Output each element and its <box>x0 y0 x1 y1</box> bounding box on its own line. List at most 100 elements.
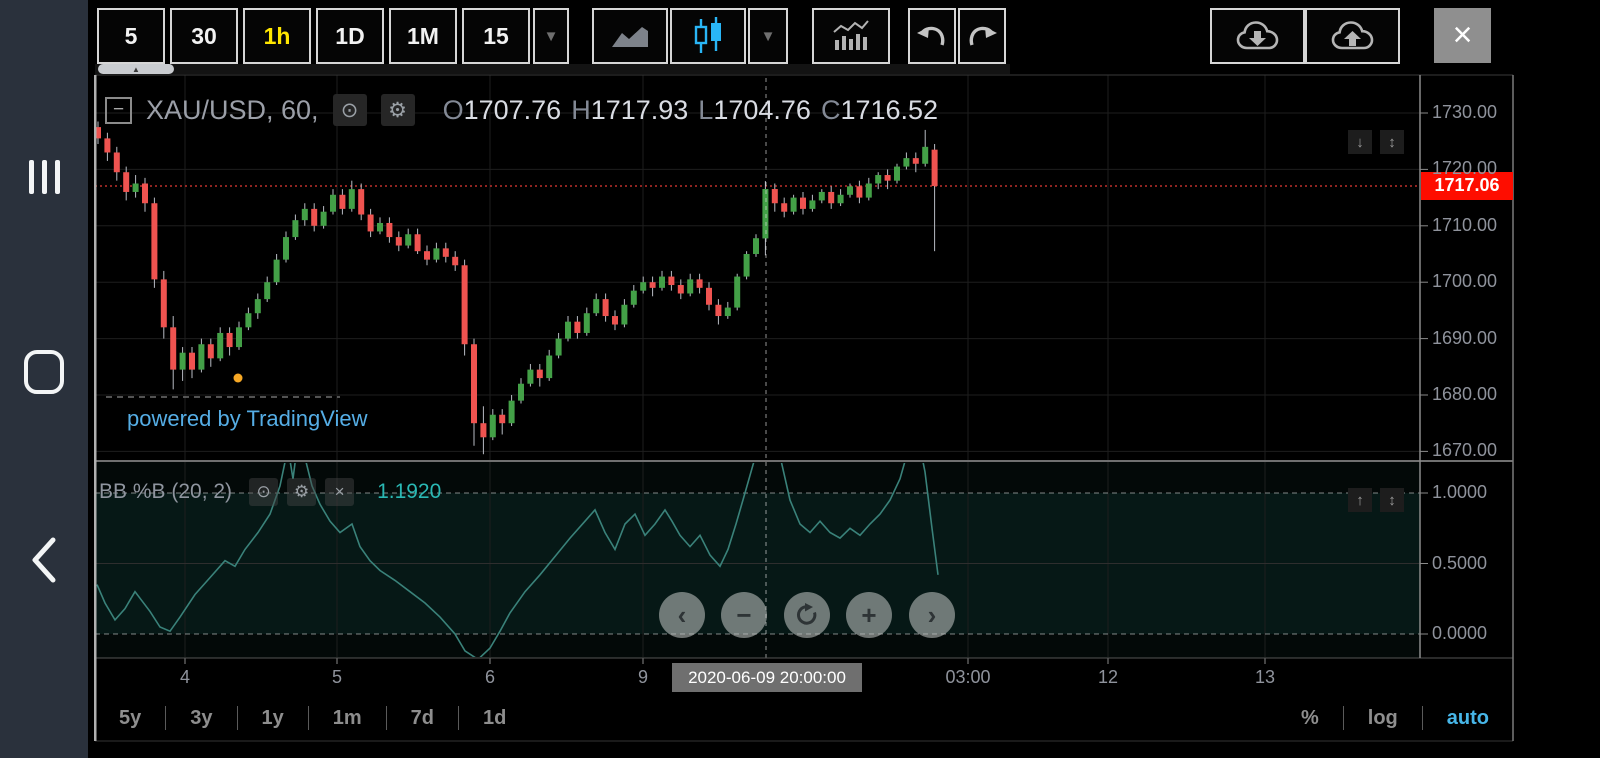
interval-button-1D[interactable]: 1D <box>316 8 384 64</box>
indicator-tick-label: 0.5000 <box>1432 552 1488 573</box>
ohlc-c: C1716.52 <box>820 94 939 125</box>
triangle-up-icon: ▲ <box>132 64 140 74</box>
back-button[interactable] <box>0 528 88 592</box>
time-tick-label: 03:00 <box>945 667 991 687</box>
time-tick-label: 5 <box>331 667 343 687</box>
range-button-3y[interactable]: 3y <box>190 706 213 729</box>
move-pane-up-button[interactable]: ↑ <box>1348 488 1372 512</box>
divider <box>458 706 459 730</box>
area-chart-icon <box>612 27 648 47</box>
chevron-down-icon: ▼ <box>543 27 559 45</box>
area-chart-style-button[interactable] <box>592 8 668 64</box>
interval-dropdown-button[interactable]: ▼ <box>533 8 569 64</box>
indicator-title[interactable]: BB %B (20, 2) <box>99 480 233 503</box>
bottom-toolbar: 5y 3y 1y 1m 7d 1d % log auto <box>95 695 1513 741</box>
home-button[interactable] <box>0 340 88 404</box>
divider <box>307 706 309 730</box>
reset-view-button[interactable] <box>784 592 830 638</box>
toolbar-scroll-thumb[interactable]: ▲ <box>98 64 174 74</box>
interval-button-15[interactable]: 15 <box>462 8 530 64</box>
recents-button[interactable] <box>0 145 88 209</box>
indicator-close-button[interactable]: × <box>325 478 355 506</box>
indicator-legend: BB %B (20, 2) ⊙ ⚙ × 1.1920 <box>99 478 441 506</box>
move-pane-down-button[interactable]: ↓ <box>1348 130 1372 154</box>
minus-icon: − <box>112 99 125 120</box>
interval-button-1M[interactable]: 1M <box>389 8 457 64</box>
chevron-down-icon: ▼ <box>760 27 776 45</box>
cloud-load-button[interactable] <box>1210 8 1305 64</box>
price-tick-label: 1680.00 <box>1432 384 1498 404</box>
scale-button-log[interactable]: log <box>1367 706 1398 729</box>
interval-label: 5 <box>124 22 138 49</box>
interval-button-group: 5 30 1h 1D 1M 15 <box>97 8 535 64</box>
redo-icon <box>969 26 997 46</box>
indicator-pane-buttons: ↑ ↕ <box>1348 488 1404 512</box>
close-chart-button[interactable]: × <box>1434 8 1491 63</box>
candlestick-icon <box>694 17 721 53</box>
interval-label: 1h <box>263 22 291 49</box>
arrow-down-icon: ↓ <box>1356 133 1364 151</box>
candlestick-style-button[interactable] <box>670 8 746 64</box>
tradingview-attribution-link[interactable]: powered by TradingView <box>127 406 368 431</box>
style-dropdown-button[interactable]: ▼ <box>748 8 788 64</box>
undo-button[interactable] <box>908 8 956 64</box>
interval-button-30[interactable]: 30 <box>170 8 238 64</box>
minus-icon: − <box>736 599 752 630</box>
range-button-7d[interactable]: 7d <box>410 706 434 729</box>
divider <box>165 706 167 730</box>
collapse-pane-button[interactable]: − <box>105 96 132 124</box>
arrow-up-icon: ↑ <box>1356 491 1364 509</box>
ohlc-h: H1717.93 <box>571 94 689 125</box>
source-button[interactable]: ⊙ <box>332 94 367 126</box>
gear-icon: ⚙ <box>388 98 407 122</box>
symbol-legend: − XAU/USD, 60, ⊙ ⚙ O1707.76 H1717.93 L1704… <box>105 94 938 126</box>
indicator-source-button[interactable]: ⊙ <box>249 478 279 506</box>
ohlc-l: L1704.76 <box>698 94 811 125</box>
indicator-settings-button[interactable]: ⚙ <box>287 478 317 506</box>
price-tick-label: 1710.00 <box>1432 214 1498 235</box>
scale-button-auto[interactable]: auto <box>1446 706 1489 729</box>
range-button-1y[interactable]: 1y <box>261 706 284 729</box>
interval-label: 1M <box>407 22 439 49</box>
time-tick-label: 12 <box>1097 667 1119 687</box>
price-tick-label: 1700.00 <box>1432 271 1498 292</box>
chevron-right-icon: › <box>927 599 937 630</box>
range-button-1m[interactable]: 1m <box>332 706 362 729</box>
scroll-right-button[interactable]: › <box>909 592 955 638</box>
ohlc-o: O1707.76 <box>442 94 562 125</box>
price-tick-label: 1670.00 <box>1432 440 1498 461</box>
cloud-upload-icon <box>1331 21 1373 50</box>
back-icon <box>32 537 56 583</box>
range-button-group: 5y 3y 1y 1m 7d 1d <box>95 706 530 730</box>
zoom-in-button[interactable]: + <box>846 592 892 638</box>
home-icon <box>24 350 64 394</box>
scale-button-%[interactable]: % <box>1300 706 1319 729</box>
settings-button[interactable]: ⚙ <box>380 94 415 126</box>
divider <box>385 706 387 730</box>
resize-pane-button[interactable]: ↕ <box>1380 130 1404 154</box>
price-tick-label: 1730.00 <box>1432 102 1498 122</box>
toolbar-scroll-track[interactable] <box>95 64 1010 74</box>
price-tick-label: 1720.00 <box>1432 158 1498 179</box>
resize-pane-button[interactable]: ↕ <box>1380 488 1404 512</box>
symbol-title[interactable]: XAU/USD, 60, <box>146 94 319 125</box>
chevron-left-icon: ‹ <box>677 599 687 630</box>
zoom-out-button[interactable]: − <box>721 592 767 638</box>
arrow-updown-icon: ↕ <box>1388 491 1396 509</box>
interval-button-1h[interactable]: 1h <box>243 8 311 64</box>
redo-button[interactable] <box>958 8 1006 64</box>
divider <box>236 706 238 730</box>
interval-label: 1D <box>335 22 365 49</box>
recents-icon <box>28 160 60 194</box>
range-button-1d[interactable]: 1d <box>483 706 507 729</box>
cloud-save-button[interactable] <box>1305 8 1400 64</box>
range-button-5y[interactable]: 5y <box>119 706 142 729</box>
scroll-left-button[interactable]: ‹ <box>659 592 705 638</box>
interval-label: 15 <box>483 22 509 49</box>
cloud-download-icon <box>1236 21 1278 50</box>
undo-icon <box>917 26 945 46</box>
interval-button-5[interactable]: 5 <box>97 8 165 64</box>
divider <box>1342 706 1344 730</box>
indicators-button[interactable] <box>812 8 890 64</box>
time-tick-label: 9 <box>637 667 649 687</box>
